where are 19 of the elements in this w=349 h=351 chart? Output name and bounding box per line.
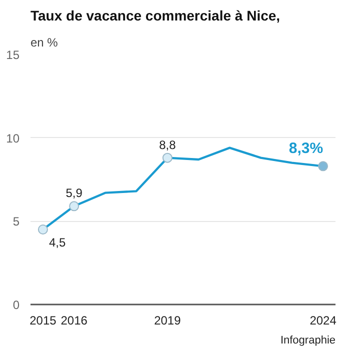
y-tick-label: 10 [6,131,20,146]
x-tick-label: 2024 [310,314,337,328]
x-tick-label: 2015 [30,314,57,328]
data-label: 8,3% [288,140,324,158]
y-tick-label: 0 [12,298,20,312]
point [38,224,48,234]
x-tick-label: 2016 [60,314,88,328]
y-tick-label: 5 [12,214,20,229]
y-tick-label: 15 [6,48,20,62]
chart-subtitle: en % [30,36,58,50]
data-label: 8,8 [159,138,176,152]
chart-title: Taux de vacance commerciale à Nice, [30,8,280,24]
point [318,161,328,172]
point [69,201,80,212]
point [162,152,172,163]
data-label: 5,9 [66,186,83,200]
data-label: 4,5 [48,236,66,250]
text: Infographie [280,334,336,346]
x-tick-label: 2019 [154,314,182,328]
